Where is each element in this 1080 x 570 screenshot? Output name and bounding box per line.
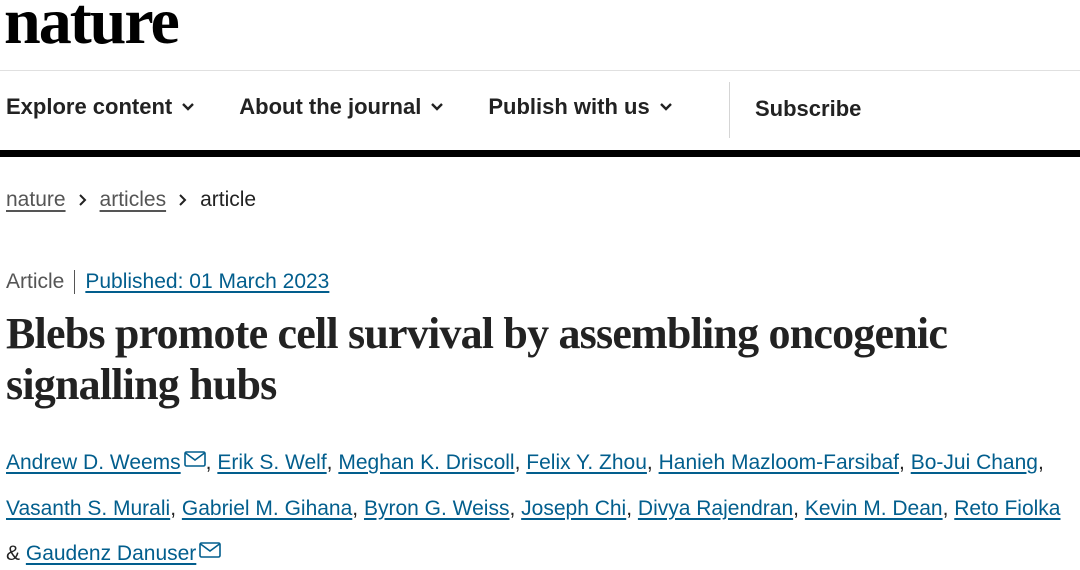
crumb-link[interactable]: nature <box>6 188 66 211</box>
chevron <box>659 103 672 111</box>
nav-item[interactable]: Explore content <box>6 94 195 120</box>
author-link[interactable]: Joseph Chi <box>521 496 627 520</box>
email-icon[interactable] <box>199 542 222 558</box>
separator: , <box>626 496 633 520</box>
crumb-link[interactable]: articles <box>99 188 167 211</box>
author-link[interactable]: Erik S. Welf <box>217 451 327 474</box>
article-meta: Article Published: 01 March 2023 <box>6 270 329 294</box>
separator: , <box>205 451 212 474</box>
nav-separator <box>729 82 730 138</box>
article-title: Blebs promote cell survival by assemblin… <box>6 309 948 409</box>
nav-item[interactable]: About the journal <box>239 94 444 120</box>
separator: , <box>170 496 177 520</box>
nav-label[interactable]: Explore content <box>6 94 173 119</box>
logo[interactable]: nature <box>4 0 180 58</box>
separator: , <box>326 451 333 474</box>
separator: , <box>646 451 653 474</box>
chevron <box>431 103 444 111</box>
separator: , <box>352 496 359 520</box>
conjunction: & <box>6 542 21 565</box>
author-link[interactable]: Vasanth S. Murali <box>6 496 171 520</box>
separator: , <box>1037 451 1044 474</box>
header-bar <box>0 150 1080 157</box>
author-link[interactable]: Felix Y. Zhou <box>526 451 647 474</box>
author-link[interactable]: Kevin M. Dean <box>804 496 943 520</box>
nav-label[interactable]: About the journal <box>239 94 422 119</box>
author-link[interactable]: Meghan K. Driscoll <box>338 451 515 474</box>
separator: , <box>942 496 949 520</box>
nav: Explore content About the journal Publis… <box>6 94 717 120</box>
author-link[interactable]: Gabriel M. Gihana <box>181 496 353 520</box>
separator: , <box>509 496 516 520</box>
nav-item[interactable]: Publish with us <box>488 94 672 120</box>
separator: , <box>514 451 521 474</box>
separator: , <box>899 451 905 474</box>
author-link[interactable]: Hanieh Mazloom-Farsibaf <box>658 451 900 474</box>
author-link[interactable]: Divya Rajendran <box>637 496 794 520</box>
author-list: Andrew D. Weems, Erik S. Welf, Meghan K.… <box>6 440 1078 570</box>
breadcrumb: nature articles article <box>6 188 256 212</box>
chevron <box>78 194 86 206</box>
author-link[interactable]: Reto Fiolka <box>954 496 1061 520</box>
author-link[interactable]: Gaudenz Danuser <box>25 542 197 565</box>
separator: , <box>793 496 799 520</box>
email-icon[interactable] <box>183 451 206 467</box>
author-link[interactable]: Byron G. Weiss <box>363 496 510 520</box>
author-link[interactable]: Andrew D. Weems <box>6 451 181 474</box>
subscribe[interactable]: Subscribe <box>755 96 862 121</box>
header-rule <box>0 70 1080 71</box>
author-link[interactable]: Bo-Jui Chang <box>910 451 1038 474</box>
article-type: Article <box>6 270 76 294</box>
chevron <box>179 194 187 206</box>
published-date[interactable]: Published: 01 March 2023 <box>85 270 330 293</box>
crumb-current: article <box>200 188 257 211</box>
nav-label[interactable]: Publish with us <box>488 94 650 119</box>
chevron <box>182 103 195 111</box>
